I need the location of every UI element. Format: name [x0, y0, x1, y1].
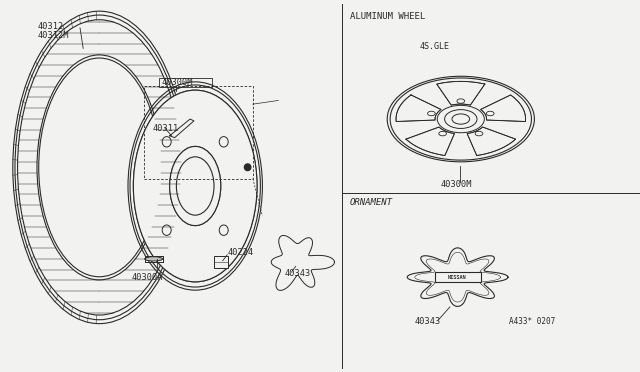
- Text: 40300M: 40300M: [440, 180, 472, 189]
- Ellipse shape: [486, 111, 494, 116]
- Text: ALUMINUM WHEEL: ALUMINUM WHEEL: [350, 12, 426, 21]
- Text: ORNAMENT: ORNAMENT: [350, 198, 393, 207]
- Text: 40312: 40312: [37, 22, 63, 31]
- Text: 40312M: 40312M: [37, 31, 68, 40]
- Bar: [214, 256, 228, 268]
- Text: 40300M: 40300M: [161, 78, 193, 87]
- Ellipse shape: [475, 131, 483, 136]
- Bar: [435, 272, 481, 282]
- Ellipse shape: [133, 90, 257, 282]
- Ellipse shape: [220, 225, 228, 235]
- Ellipse shape: [145, 257, 163, 261]
- Ellipse shape: [457, 99, 465, 103]
- Ellipse shape: [220, 137, 228, 147]
- Ellipse shape: [162, 225, 171, 235]
- Ellipse shape: [162, 137, 171, 147]
- Ellipse shape: [428, 111, 435, 116]
- Text: A433* 0207: A433* 0207: [509, 317, 555, 326]
- Ellipse shape: [439, 131, 447, 136]
- Ellipse shape: [170, 147, 221, 225]
- Ellipse shape: [244, 164, 251, 171]
- Text: 40343: 40343: [285, 269, 311, 278]
- Text: 40300A: 40300A: [131, 273, 163, 282]
- Bar: [159, 78, 212, 87]
- Text: 4S.GLE: 4S.GLE: [419, 42, 449, 51]
- Text: 40343: 40343: [415, 317, 441, 326]
- Text: NISSAN: NISSAN: [448, 275, 467, 280]
- Text: 40311: 40311: [152, 124, 179, 133]
- Text: 40224: 40224: [227, 248, 253, 257]
